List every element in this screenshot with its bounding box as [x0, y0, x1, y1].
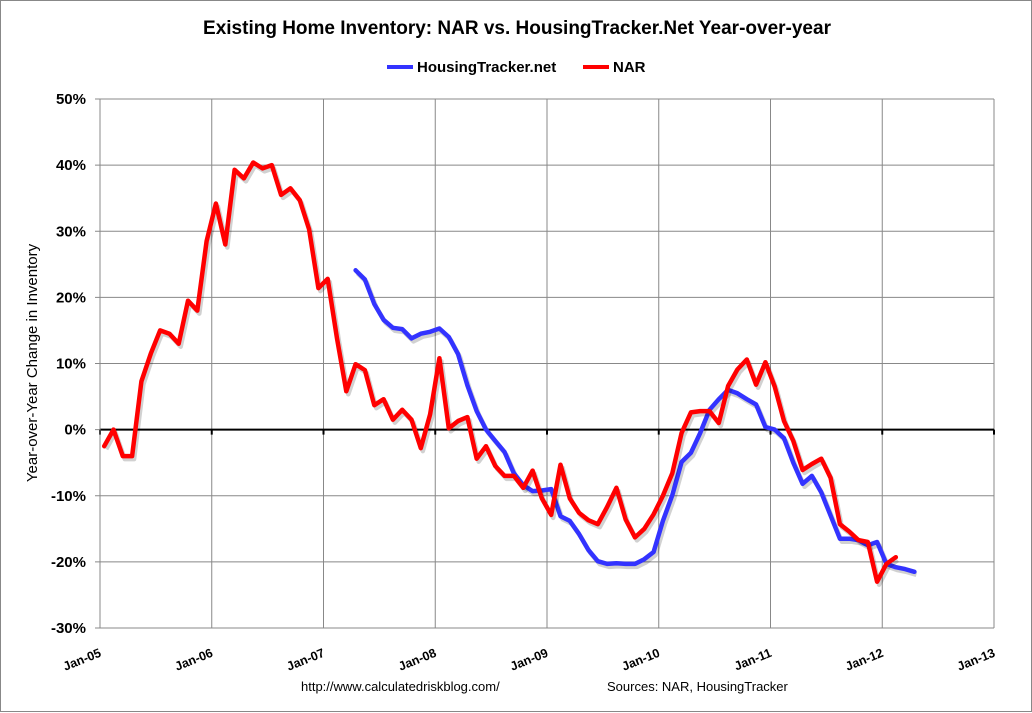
x-tick-label: Jan-08 [396, 646, 438, 674]
series-shadow-housingtracker-net [358, 273, 917, 575]
y-tick-label: 10% [56, 356, 86, 373]
x-tick-label: Jan-06 [173, 646, 215, 674]
source-url: http://www.calculatedriskblog.com/ [301, 679, 500, 694]
legend-label-nar: NAR [613, 59, 646, 76]
y-tick-label: 40% [56, 157, 86, 174]
grid [95, 99, 994, 628]
series-lines [104, 162, 916, 584]
series-shadow-nar [106, 166, 898, 585]
series-line-housingtracker-net [356, 270, 915, 572]
series-line-nar [104, 163, 896, 582]
x-tick-label: Jan-11 [732, 646, 773, 674]
x-tick-label: Jan-09 [508, 646, 550, 674]
y-tick-label: 50% [56, 91, 86, 108]
y-ticks: 50% 40% 30% 20% 10% 0% -10% -20% -30% [51, 91, 86, 637]
y-tick-label: -30% [51, 620, 86, 637]
legend: HousingTracker.net NAR [387, 59, 646, 76]
sources-note: Sources: NAR, HousingTracker [607, 679, 789, 694]
y-tick-label: 0% [64, 422, 86, 439]
y-axis-label: Year-over-Year Change in Inventory [24, 243, 41, 482]
chart-title: Existing Home Inventory: NAR vs. Housing… [203, 18, 832, 39]
y-tick-label: 30% [56, 223, 86, 240]
x-tick-label: Jan-12 [843, 646, 885, 674]
y-tick-label: -10% [51, 488, 86, 505]
y-tick-label: -20% [51, 554, 86, 571]
x-tick-label: Jan-10 [620, 646, 662, 674]
x-ticks: Jan-05 Jan-06 Jan-07 Jan-08 Jan-09 Jan-10 Jan-… [61, 646, 997, 674]
x-tick-label: Jan-07 [285, 646, 327, 674]
x-tick-label: Jan-05 [61, 646, 103, 674]
x-tick-label: Jan-13 [955, 646, 997, 674]
legend-label-housingtracker: HousingTracker.net [417, 59, 556, 76]
y-tick-label: 20% [56, 289, 86, 306]
